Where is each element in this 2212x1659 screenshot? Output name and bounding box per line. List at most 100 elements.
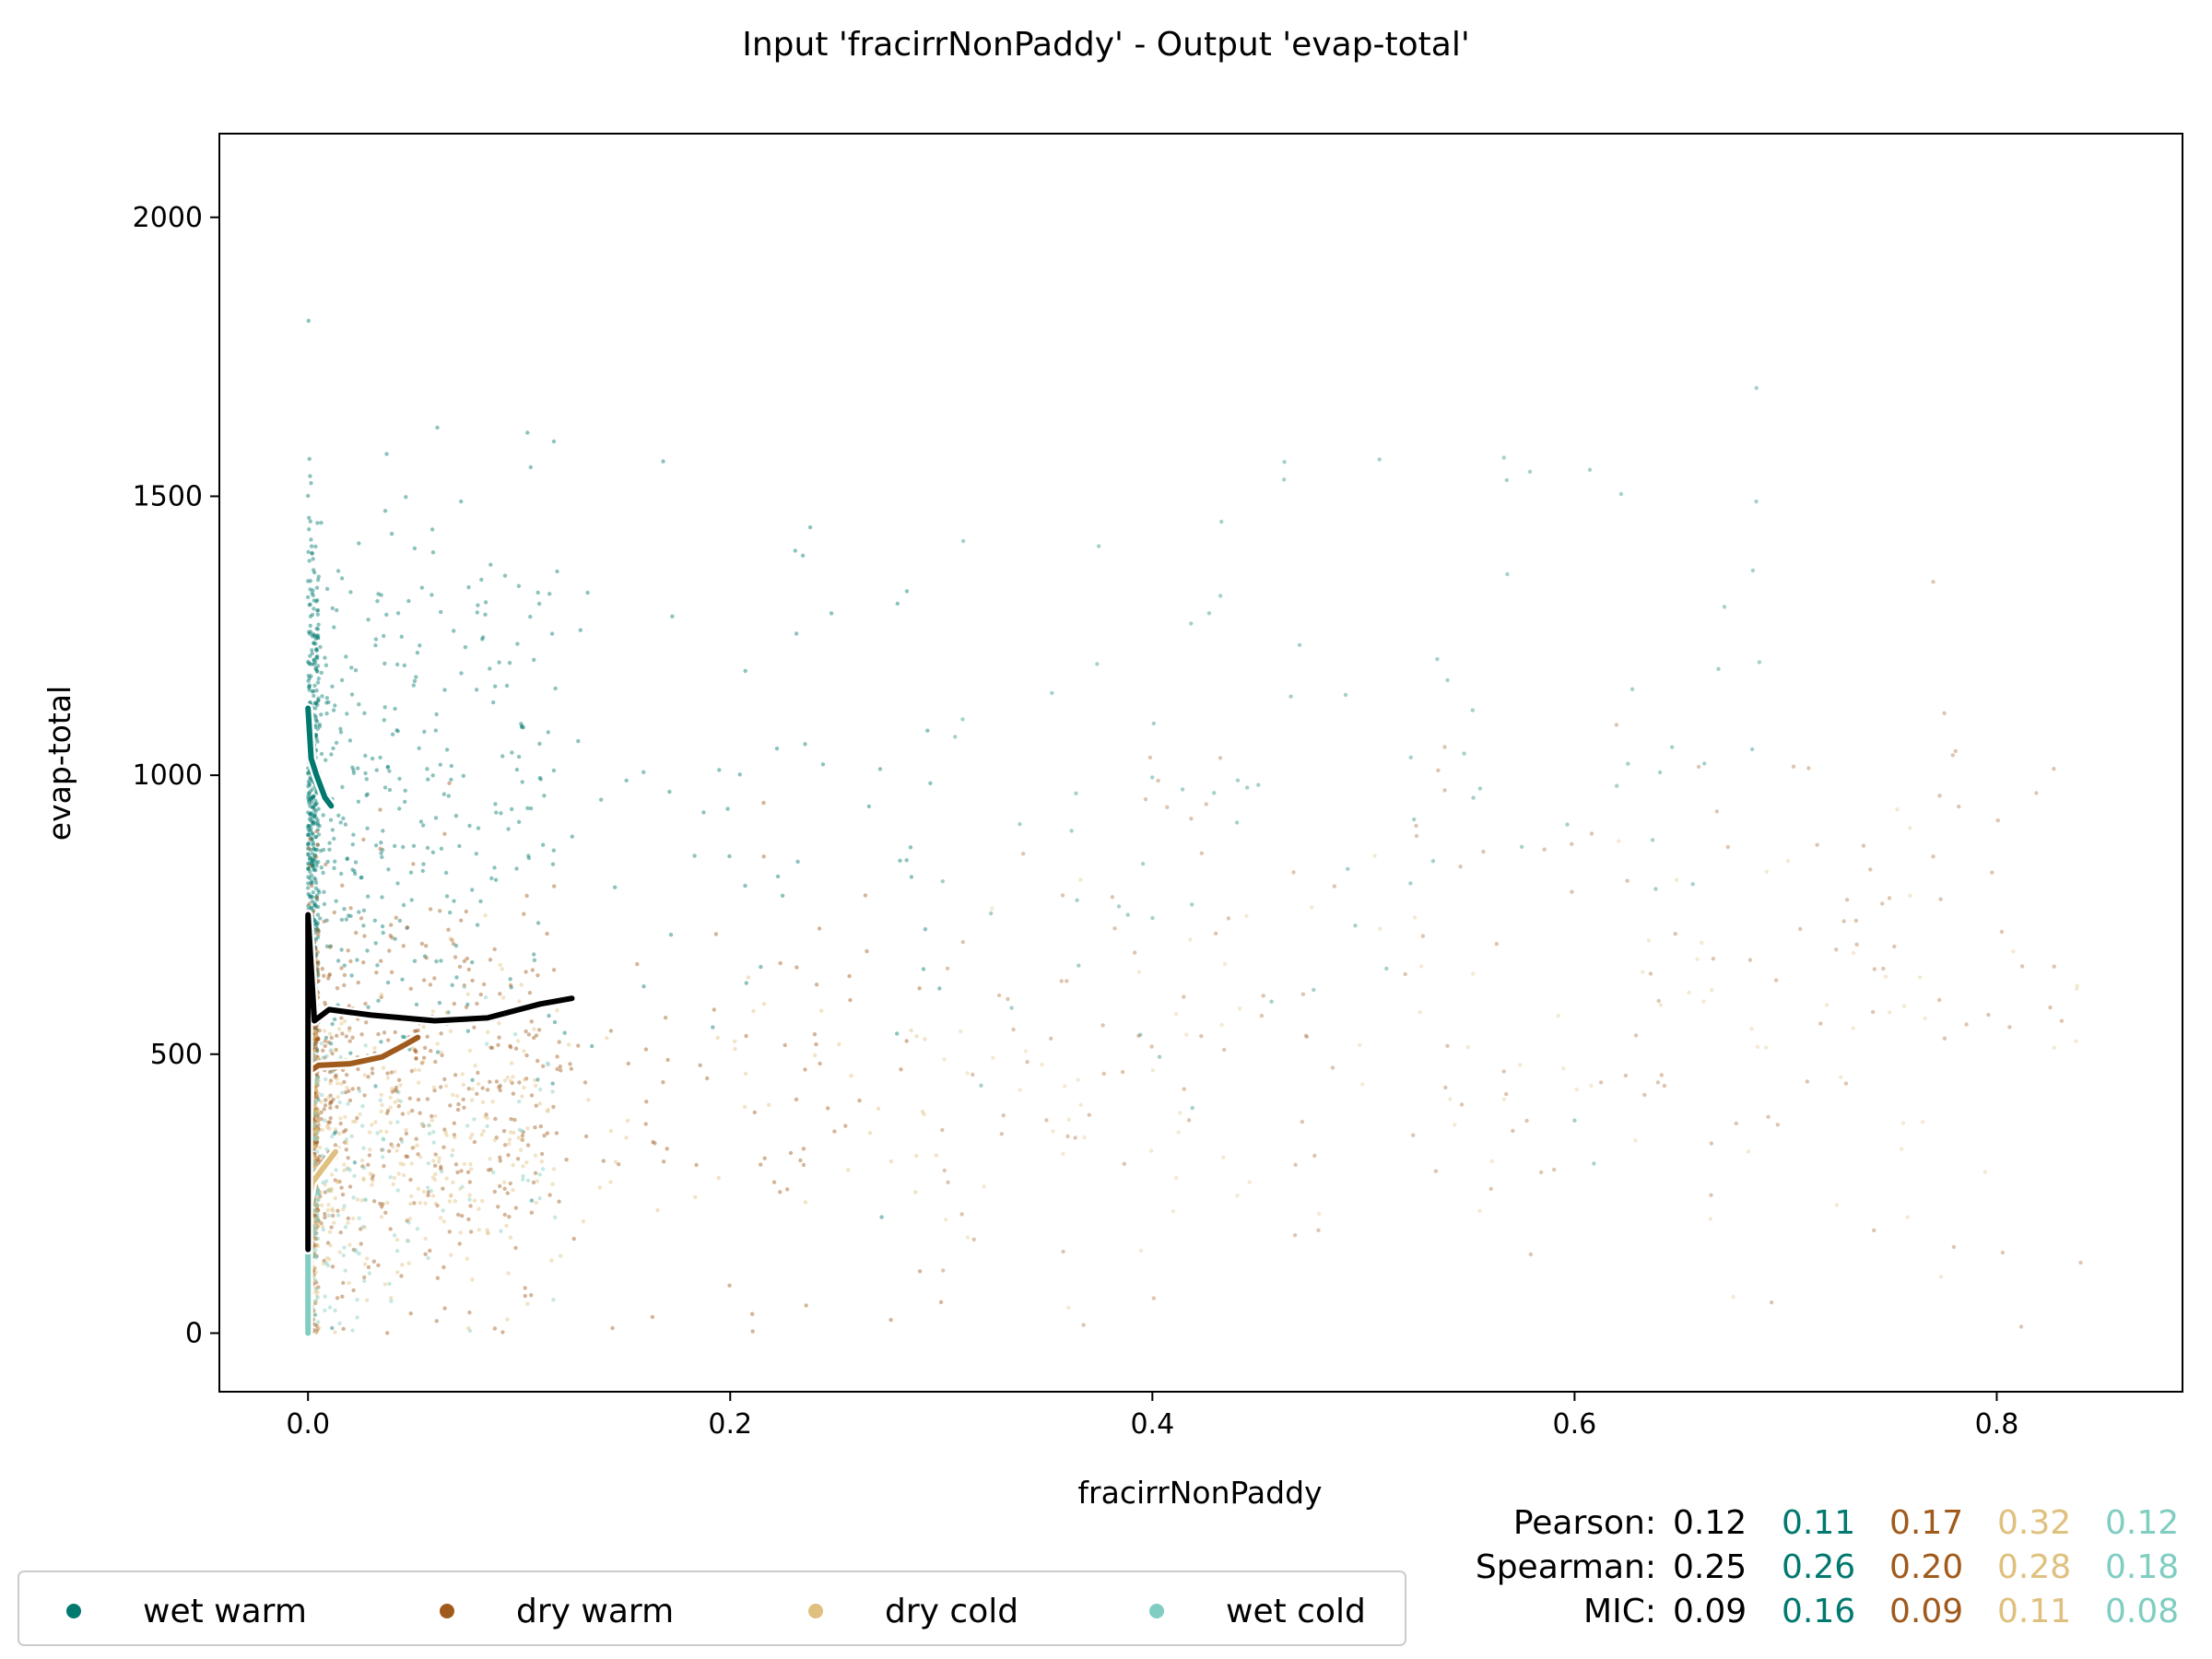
data-point [326, 973, 332, 978]
data-point [350, 867, 355, 872]
data-point [941, 1268, 946, 1273]
data-point [333, 1143, 338, 1147]
data-point [312, 1137, 318, 1142]
data-point [307, 683, 312, 688]
data-point [309, 826, 313, 830]
data-point [398, 1161, 403, 1166]
data-point [807, 524, 813, 530]
data-point [895, 601, 900, 606]
data-point [344, 1137, 349, 1142]
data-point [422, 954, 428, 959]
data-point [469, 1098, 475, 1102]
data-point [492, 1326, 498, 1331]
data-point [1412, 817, 1417, 822]
stats-value: 0.11 [1997, 1593, 2071, 1630]
data-point [661, 459, 665, 464]
data-point [316, 1320, 321, 1324]
data-point [315, 1094, 320, 1100]
data-point [322, 1029, 327, 1033]
data-point [307, 688, 312, 692]
data-point [314, 1037, 319, 1042]
data-point [382, 705, 387, 710]
data-point [744, 1033, 748, 1039]
data-point [1633, 1033, 1639, 1038]
data-point [337, 1321, 342, 1326]
data-point [315, 726, 320, 732]
data-point [317, 1190, 322, 1194]
data-point [2075, 983, 2079, 988]
data-point [351, 1288, 356, 1293]
data-point [538, 1087, 543, 1092]
data-point [452, 899, 456, 903]
y-tick-label: 500 [150, 1039, 203, 1071]
data-point [761, 800, 766, 806]
data-point [432, 1163, 438, 1169]
data-point [386, 1038, 391, 1042]
data-point [367, 1153, 372, 1158]
data-point [1078, 1102, 1083, 1108]
data-point [506, 1271, 511, 1276]
data-point [541, 1064, 546, 1069]
data-point [348, 959, 353, 964]
data-point [323, 1103, 328, 1108]
data-point [326, 1120, 331, 1125]
data-point [365, 948, 370, 953]
data-point [475, 923, 480, 927]
data-point [312, 1253, 317, 1258]
data-point [361, 1176, 366, 1181]
data-point [1542, 847, 1547, 852]
data-point [387, 787, 393, 793]
data-point [312, 853, 318, 858]
data-point [337, 1250, 342, 1254]
data-point [1519, 844, 1524, 849]
data-point [537, 775, 542, 781]
data-point [333, 1195, 337, 1201]
data-point [494, 1079, 500, 1084]
data-point [909, 1028, 913, 1033]
data-point [314, 1030, 319, 1034]
data-point [323, 1055, 327, 1060]
data-point [1360, 1082, 1365, 1087]
data-point [316, 960, 321, 966]
data-point [448, 936, 453, 941]
data-point [617, 1162, 621, 1167]
data-point [353, 860, 359, 865]
data-point [334, 740, 339, 746]
data-point [328, 1049, 333, 1053]
data-point [396, 1090, 401, 1095]
data-point [826, 1106, 830, 1111]
data-point [328, 1105, 333, 1111]
data-point [488, 958, 493, 962]
data-point [568, 1062, 572, 1066]
data-point [368, 1171, 373, 1176]
data-point [312, 1251, 317, 1256]
data-point [362, 1262, 368, 1266]
data-point [1844, 898, 1850, 902]
data-point [329, 1172, 335, 1177]
data-point [329, 1048, 334, 1053]
data-point [324, 1098, 328, 1102]
data-point [306, 318, 311, 324]
data-point [330, 684, 335, 688]
data-point [468, 1204, 473, 1208]
data-point [888, 1159, 894, 1164]
data-point [1504, 477, 1510, 483]
data-point [1074, 791, 1078, 795]
data-point [335, 1081, 340, 1086]
data-point [624, 778, 629, 782]
data-point [1151, 1296, 1157, 1300]
data-point [469, 1167, 474, 1171]
data-point [306, 852, 311, 856]
data-point [316, 1208, 321, 1213]
data-point [396, 1171, 401, 1176]
data-point [312, 1137, 317, 1142]
data-point [486, 1030, 490, 1035]
data-point [576, 738, 581, 744]
data-point [306, 594, 311, 600]
data-point [344, 1128, 348, 1133]
data-point [313, 1223, 318, 1228]
data-point [865, 948, 869, 954]
data-point [558, 1065, 562, 1069]
data-point [1841, 919, 1846, 924]
data-point [942, 1168, 947, 1173]
